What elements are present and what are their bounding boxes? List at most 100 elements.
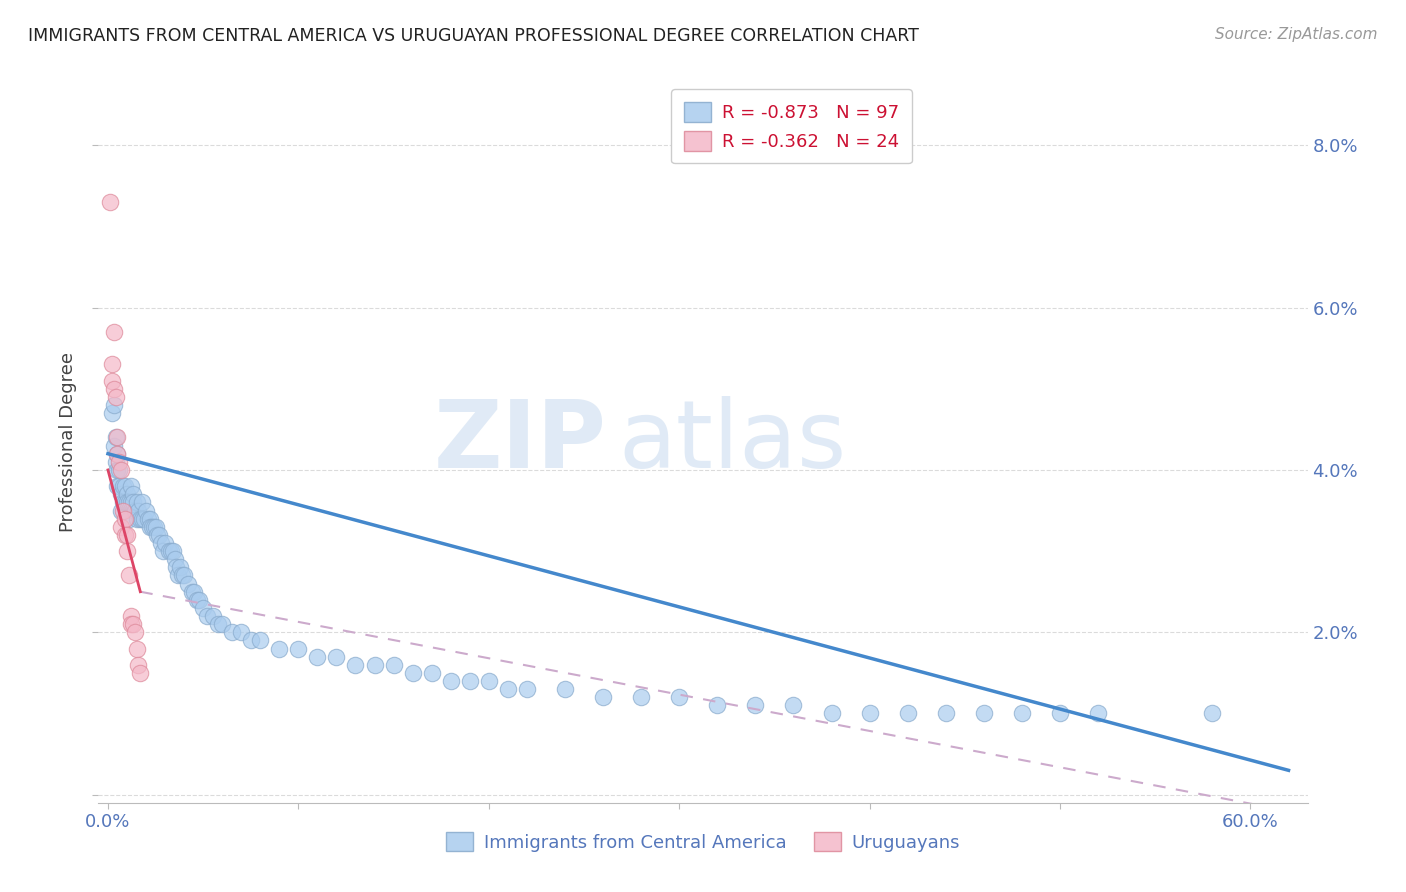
Point <box>859 706 882 721</box>
Point <box>496 682 519 697</box>
Point <box>118 511 141 525</box>
Point <box>125 511 148 525</box>
Point <box>163 552 186 566</box>
Point <box>121 487 143 501</box>
Point <box>554 682 576 697</box>
Point <box>120 479 142 493</box>
Point <box>115 495 138 509</box>
Point <box>114 495 136 509</box>
Point <box>112 479 135 493</box>
Point <box>135 503 157 517</box>
Point <box>115 487 138 501</box>
Point <box>186 592 208 607</box>
Point <box>153 536 176 550</box>
Point <box>139 511 162 525</box>
Point <box>935 706 957 721</box>
Point <box>1201 706 1223 721</box>
Point <box>127 657 149 672</box>
Point <box>103 325 125 339</box>
Point <box>157 544 180 558</box>
Point <box>118 495 141 509</box>
Point <box>973 706 995 721</box>
Point <box>239 633 262 648</box>
Point <box>169 560 191 574</box>
Point <box>139 520 162 534</box>
Point <box>100 374 122 388</box>
Point <box>103 398 125 412</box>
Point <box>100 358 122 372</box>
Point <box>592 690 614 705</box>
Point <box>107 463 129 477</box>
Point <box>221 625 243 640</box>
Point <box>820 706 842 721</box>
Point <box>152 544 174 558</box>
Point <box>108 463 131 477</box>
Point <box>129 665 152 680</box>
Point <box>114 528 136 542</box>
Point <box>104 455 127 469</box>
Point <box>112 503 135 517</box>
Point <box>107 430 129 444</box>
Point <box>121 495 143 509</box>
Point <box>98 195 121 210</box>
Point <box>134 511 156 525</box>
Point <box>107 447 129 461</box>
Point <box>104 390 127 404</box>
Point <box>110 520 132 534</box>
Point <box>363 657 385 672</box>
Point <box>180 584 202 599</box>
Point <box>897 706 920 721</box>
Point <box>114 479 136 493</box>
Point <box>478 673 501 688</box>
Point <box>211 617 233 632</box>
Legend: Immigrants from Central America, Uruguayans: Immigrants from Central America, Uruguay… <box>439 824 967 859</box>
Point <box>148 528 170 542</box>
Point <box>782 698 804 713</box>
Point <box>118 568 141 582</box>
Point <box>125 495 148 509</box>
Point <box>382 657 405 672</box>
Point <box>108 455 131 469</box>
Point <box>120 617 142 632</box>
Point <box>114 511 136 525</box>
Point <box>173 568 195 582</box>
Point <box>287 641 309 656</box>
Text: IMMIGRANTS FROM CENTRAL AMERICA VS URUGUAYAN PROFESSIONAL DEGREE CORRELATION CHA: IMMIGRANTS FROM CENTRAL AMERICA VS URUGU… <box>28 27 920 45</box>
Point <box>162 544 184 558</box>
Point <box>100 406 122 420</box>
Point <box>120 495 142 509</box>
Point <box>124 625 146 640</box>
Point <box>103 382 125 396</box>
Point <box>150 536 173 550</box>
Point <box>307 649 329 664</box>
Point <box>141 520 163 534</box>
Point <box>207 617 229 632</box>
Point <box>1049 706 1071 721</box>
Point <box>146 528 169 542</box>
Text: ZIP: ZIP <box>433 395 606 488</box>
Point <box>249 633 271 648</box>
Point <box>191 601 214 615</box>
Point <box>121 617 143 632</box>
Point <box>103 439 125 453</box>
Point <box>344 657 367 672</box>
Point <box>166 560 188 574</box>
Point <box>115 528 138 542</box>
Point <box>325 649 347 664</box>
Point <box>183 584 205 599</box>
Point <box>131 495 153 509</box>
Point <box>108 479 131 493</box>
Text: Source: ZipAtlas.com: Source: ZipAtlas.com <box>1215 27 1378 42</box>
Point <box>107 447 129 461</box>
Point <box>124 503 146 517</box>
Point <box>167 568 190 582</box>
Point <box>142 520 165 534</box>
Point <box>125 641 148 656</box>
Point <box>131 511 153 525</box>
Point <box>112 495 135 509</box>
Point <box>129 511 152 525</box>
Point <box>177 576 200 591</box>
Point <box>201 609 224 624</box>
Point <box>159 544 181 558</box>
Point <box>188 592 211 607</box>
